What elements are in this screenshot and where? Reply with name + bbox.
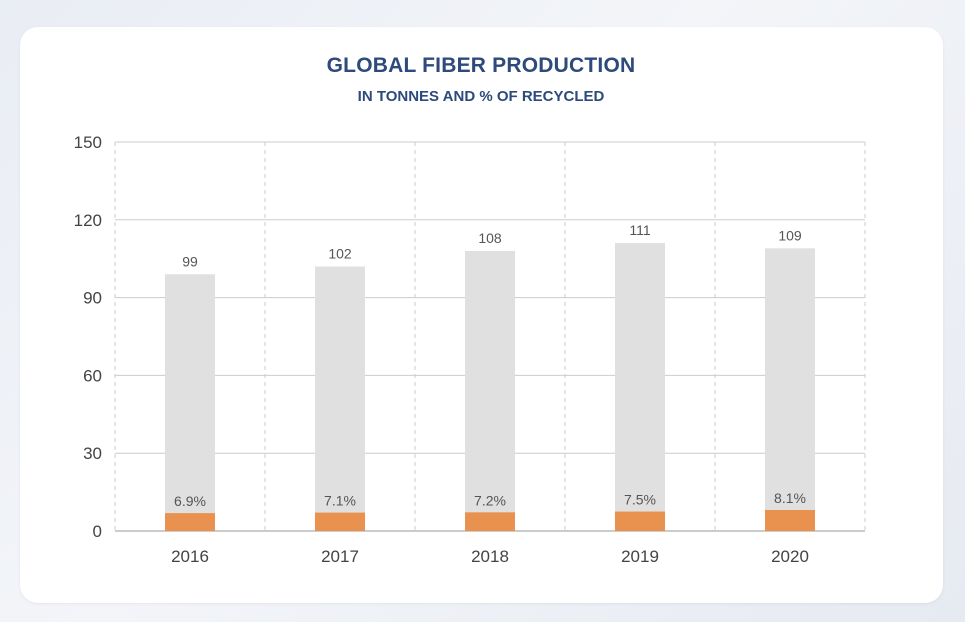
x-tick-label: 2020 [771,547,809,566]
total-value-label: 109 [778,227,802,243]
y-tick-label: 90 [83,289,102,308]
total-value-label: 102 [328,245,352,261]
recycled-percent-label: 7.2% [474,492,506,508]
y-tick-label: 0 [93,522,102,541]
total-value-label: 108 [478,230,502,246]
chart-title: GLOBAL FIBER PRODUCTION [326,54,636,77]
total-value-label: 111 [629,222,650,238]
bar-total-production [165,274,215,531]
recycled-percent-label: 7.5% [624,492,656,508]
y-tick-label: 30 [83,444,102,463]
total-value-label: 99 [182,253,198,269]
recycled-percent-label: 8.1% [774,490,806,506]
y-tick-label: 150 [74,133,102,152]
y-tick-label: 60 [83,366,102,385]
bars-layer [165,243,815,532]
recycled-percent-label: 6.9% [174,493,206,509]
x-tick-label: 2017 [321,547,359,566]
x-tick-label: 2019 [621,547,659,566]
y-tick-label: 120 [74,211,102,230]
bar-total-production [315,266,365,531]
bar-recycled-share [165,513,215,531]
bar-recycled-share [765,509,815,531]
grid-layer [114,141,866,532]
x-tick-label: 2016 [171,547,209,566]
recycled-percent-label: 7.1% [324,493,356,509]
bar-total-production [465,250,515,532]
chart-subtitle: IN TONNES AND % OF RECYCLED [357,88,605,105]
labels-layer: 0 30 60 90 120 150 99 6.9% 2016 102 7.1% 2017 108 7.2… [74,133,809,566]
bar-total-production [615,243,665,531]
x-tick-label: 2018 [471,547,509,566]
bar-total-production [765,248,815,531]
bar-recycled-share [315,512,365,531]
bar-recycled-share [615,511,665,531]
bar-recycled-share [465,512,515,531]
